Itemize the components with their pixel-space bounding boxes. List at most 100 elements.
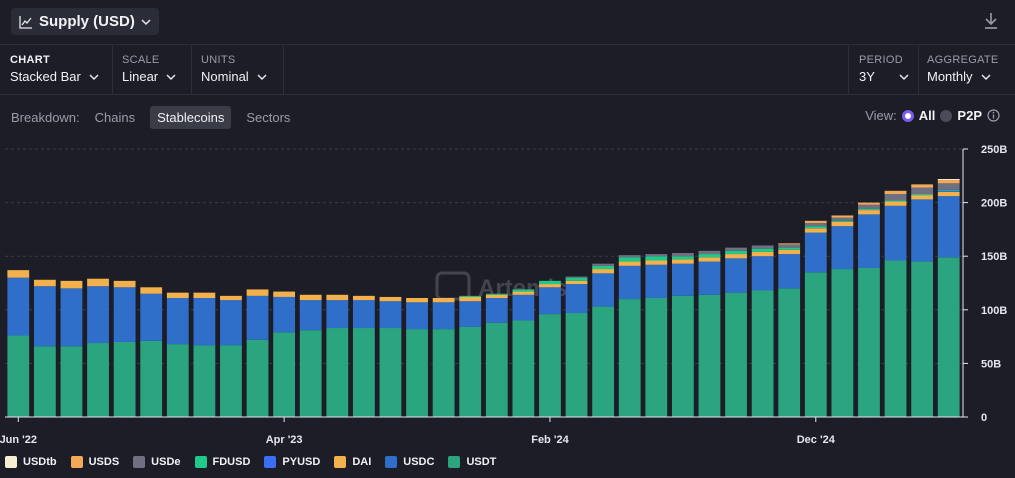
bar-segment-dai[interactable] (299, 294, 322, 301)
bar-segment-usdt[interactable] (884, 260, 907, 417)
bar-segment-dai[interactable] (671, 259, 694, 264)
bar-segment-fdusd[interactable] (804, 226, 827, 229)
bar-segment-usdc[interactable] (565, 284, 588, 314)
bar-segment-usdt[interactable] (432, 329, 455, 417)
bar-segment-usdc[interactable] (140, 293, 163, 341)
bar-segment-fdusd[interactable] (539, 280, 561, 285)
bar-segment-usdt[interactable] (406, 329, 428, 417)
bar-segment-usdt[interactable] (512, 320, 535, 417)
bar-segment-usdc[interactable] (512, 294, 535, 321)
bar-segment-usde[interactable] (858, 204, 880, 210)
legend-item-usdt[interactable]: USDT (448, 456, 496, 468)
bar-segment-usdc[interactable] (831, 226, 854, 270)
bar-segment-usdt[interactable] (326, 328, 349, 417)
bar-segment-dai[interactable] (113, 280, 136, 288)
tab-chains[interactable]: Chains (94, 109, 136, 125)
bar-segment-dai[interactable] (911, 195, 934, 200)
bar-segment-dai[interactable] (459, 296, 482, 302)
bar-segment-usdc[interactable] (459, 301, 482, 327)
bar-segment-dai[interactable] (33, 279, 56, 287)
bar-segment-usde[interactable] (804, 222, 827, 227)
bar-segment-usdc[interactable] (592, 273, 615, 307)
bar-segment-usde[interactable] (884, 194, 907, 201)
bar-segment-dai[interactable] (618, 261, 641, 266)
bar-segment-usdc[interactable] (911, 199, 934, 262)
aggregate-dropdown[interactable]: AGGREGATE Monthly (917, 45, 1015, 94)
bar-segment-usdt[interactable] (352, 328, 375, 417)
bar-segment-dai[interactable] (326, 294, 349, 301)
legend-item-usdtb[interactable]: USDtb (5, 456, 57, 468)
bar-segment-fdusd[interactable] (751, 248, 774, 252)
bar-segment-fdusd[interactable] (512, 289, 535, 292)
bar-segment-dai[interactable] (379, 296, 402, 302)
bar-segment-usde[interactable] (751, 245, 774, 249)
bar-segment-fdusd[interactable] (911, 194, 934, 196)
bar-segment-usdc[interactable] (751, 256, 774, 291)
bar-segment-usdc[interactable] (539, 287, 561, 315)
bar-segment-usdt[interactable] (592, 306, 615, 417)
bar-segment-usdt[interactable] (831, 269, 854, 417)
bar-segment-dai[interactable] (645, 260, 668, 265)
bar-segment-usdt[interactable] (725, 292, 747, 417)
bar-segment-dai[interactable] (246, 289, 269, 296)
bar-segment-dai[interactable] (485, 294, 508, 299)
bar-segment-usds[interactable] (804, 220, 827, 223)
legend-item-fdusd[interactable]: FDUSD (194, 456, 250, 468)
tab-sectors[interactable]: Sectors (246, 109, 291, 125)
bar-segment-usdc[interactable] (778, 254, 801, 289)
bar-segment-usdc[interactable] (406, 302, 428, 330)
bar-segment-fdusd[interactable] (459, 295, 482, 297)
bar-segment-usdc[interactable] (193, 298, 216, 346)
bar-segment-usdtb[interactable] (937, 179, 960, 181)
bar-segment-usde[interactable] (698, 250, 721, 255)
bar-segment-usds[interactable] (858, 202, 880, 205)
bar-segment-usdt[interactable] (193, 345, 216, 417)
bar-segment-usdc[interactable] (273, 296, 296, 333)
bar-segment-dai[interactable] (751, 251, 774, 257)
bar-segment-usdc[interactable] (725, 258, 747, 293)
bar-segment-dai[interactable] (565, 280, 588, 285)
bar-segment-usdt[interactable] (33, 346, 56, 417)
bar-segment-usdt[interactable] (113, 341, 136, 417)
legend-item-usds[interactable]: USDS (70, 456, 119, 468)
bar-segment-usde[interactable] (778, 244, 801, 248)
bar-segment-dai[interactable] (858, 210, 880, 215)
bar-segment-usdc[interactable] (485, 298, 508, 323)
bar-segment-usde[interactable] (645, 254, 668, 257)
legend-item-dai[interactable]: DAI (334, 456, 371, 468)
download-icon[interactable] (983, 12, 999, 30)
info-icon[interactable] (987, 109, 1000, 122)
bar-segment-dai[interactable] (884, 201, 907, 206)
bar-segment-fdusd[interactable] (698, 254, 721, 258)
bar-segment-usdt[interactable] (539, 314, 561, 417)
bar-segment-usdt[interactable] (299, 330, 322, 417)
bar-segment-usdc[interactable] (113, 287, 136, 342)
radio-all[interactable] (901, 109, 914, 122)
bar-segment-usdc[interactable] (618, 265, 641, 300)
bar-segment-fdusd[interactable] (858, 209, 880, 211)
bar-segment-usdt[interactable] (220, 345, 242, 417)
bar-segment-usdc[interactable] (432, 302, 455, 330)
bar-segment-usdc[interactable] (884, 205, 907, 261)
bar-segment-dai[interactable] (273, 291, 296, 297)
bar-segment-dai[interactable] (432, 298, 455, 303)
bar-segment-fdusd[interactable] (937, 189, 960, 191)
bar-segment-usdt[interactable] (60, 346, 83, 417)
bar-segment-usdc[interactable] (858, 214, 880, 268)
bar-segment-dai[interactable] (406, 298, 428, 303)
bar-segment-fdusd[interactable] (485, 293, 508, 295)
bar-segment-usdt[interactable] (246, 339, 269, 417)
metric-selector[interactable]: Supply (USD) (11, 8, 159, 35)
bar-segment-fdusd[interactable] (618, 257, 641, 262)
bar-segment-usdc[interactable] (698, 261, 721, 295)
bar-segment-usdc[interactable] (33, 286, 56, 347)
bar-segment-usde[interactable] (831, 217, 854, 221)
bar-segment-dai[interactable] (220, 295, 242, 301)
bar-segment-usdc[interactable] (299, 300, 322, 331)
bar-segment-usdt[interactable] (778, 288, 801, 417)
bar-segment-usds[interactable] (778, 243, 801, 245)
bar-segment-dai[interactable] (539, 284, 561, 288)
bar-segment-usde[interactable] (911, 187, 934, 195)
bar-segment-usde[interactable] (671, 252, 694, 257)
bar-segment-usdc[interactable] (220, 300, 242, 346)
